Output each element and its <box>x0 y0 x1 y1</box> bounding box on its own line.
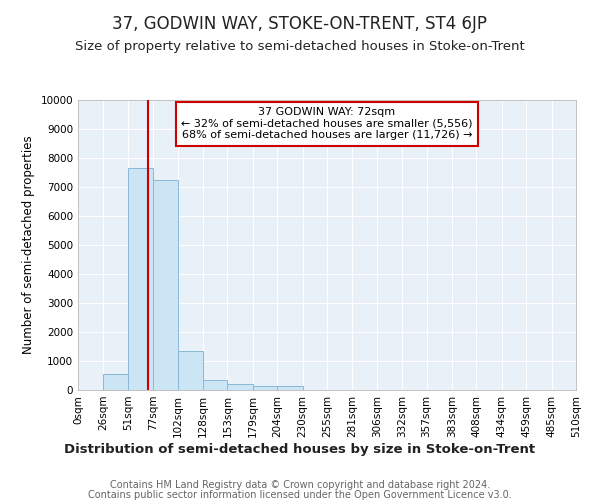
Bar <box>103 374 128 390</box>
Bar <box>128 168 153 390</box>
Text: Distribution of semi-detached houses by size in Stoke-on-Trent: Distribution of semi-detached houses by … <box>64 442 536 456</box>
Bar <box>253 386 277 390</box>
Bar <box>178 351 203 390</box>
Text: 37, GODWIN WAY, STOKE-ON-TRENT, ST4 6JP: 37, GODWIN WAY, STOKE-ON-TRENT, ST4 6JP <box>113 15 487 33</box>
Bar <box>203 380 227 390</box>
Bar <box>227 384 253 390</box>
Text: 37 GODWIN WAY: 72sqm
← 32% of semi-detached houses are smaller (5,556)
68% of se: 37 GODWIN WAY: 72sqm ← 32% of semi-detac… <box>181 108 473 140</box>
Y-axis label: Number of semi-detached properties: Number of semi-detached properties <box>22 136 35 354</box>
Text: Contains public sector information licensed under the Open Government Licence v3: Contains public sector information licen… <box>88 490 512 500</box>
Bar <box>153 180 178 390</box>
Text: Contains HM Land Registry data © Crown copyright and database right 2024.: Contains HM Land Registry data © Crown c… <box>110 480 490 490</box>
Text: Size of property relative to semi-detached houses in Stoke-on-Trent: Size of property relative to semi-detach… <box>75 40 525 53</box>
Bar <box>277 386 302 390</box>
